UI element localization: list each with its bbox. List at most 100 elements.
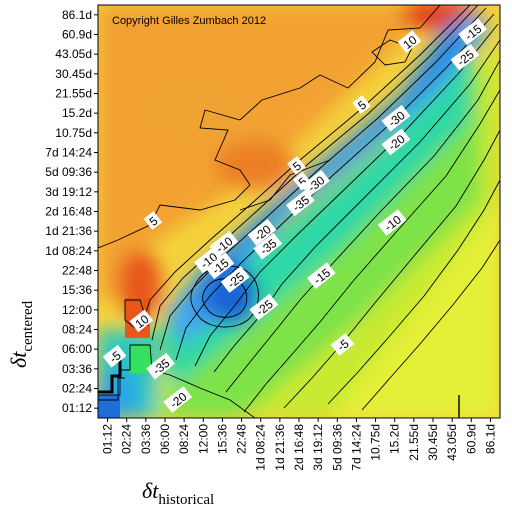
contour-line: [175, 13, 495, 361]
contour-line: [327, 179, 500, 405]
contour-line: [283, 129, 500, 409]
contour-label-bg: [205, 252, 235, 280]
x-tick-label: 1d 21:36: [273, 424, 287, 471]
contour-label: 5: [352, 95, 371, 114]
contour-line: [139, 5, 471, 331]
x-axis-title: δthistorical: [142, 478, 214, 508]
y-tick-label: 15.2d: [62, 106, 92, 120]
x-tick-label: 10.75d: [369, 424, 383, 461]
x-tick-label: 5d 09:36: [330, 424, 344, 471]
contour-label-bg: [450, 43, 480, 71]
y-tick-label: 3d 19:12: [45, 185, 92, 199]
y-tick-label: 06:00: [62, 342, 92, 356]
contour-line: [98, 377, 125, 401]
contour-line: [194, 23, 499, 367]
contour-line: [239, 159, 331, 211]
contour-label: 5: [143, 211, 163, 230]
x-tick-label: 03:36: [139, 424, 153, 454]
x-tick-label: 30.45d: [426, 424, 440, 461]
plot-area: [98, 5, 500, 418]
y-tick-label: 43.05d: [55, 47, 92, 61]
x-tick-label: 1d 08:24: [254, 424, 268, 471]
y-tick-label: 7d 14:24: [45, 146, 92, 160]
contour-label-bg: [397, 30, 422, 53]
contour-label-bg: [194, 246, 223, 274]
y-tick-label: 30.45d: [55, 67, 92, 81]
contour-label: 10: [129, 309, 154, 333]
x-tick-label: 86.1d: [483, 424, 497, 454]
contour-line: [98, 5, 441, 249]
y-tick-label: 21.55d: [55, 87, 92, 101]
x-tick-label: 15.2d: [388, 424, 402, 454]
x-tick-label: 3d 19:12: [311, 424, 325, 471]
y-tick-label: 22:48: [62, 264, 92, 278]
contour-label-bg: [249, 293, 279, 321]
x-tick-label: 22:48: [235, 424, 249, 454]
contour-line: [361, 239, 500, 411]
contour-label-bg: [146, 352, 175, 380]
contour-label-bg: [381, 128, 411, 156]
y-tick-label: 03:36: [62, 362, 92, 376]
contour-line: [213, 39, 500, 373]
y-tick-label: 12:00: [62, 303, 92, 317]
contour-label: 5: [287, 156, 306, 175]
x-tick-label: 21.55d: [407, 424, 421, 461]
y-tick-label: 1d 08:24: [45, 244, 92, 258]
x-tick-label: 06:00: [158, 424, 172, 454]
step-markers: [98, 360, 122, 394]
contour-lines: [98, 5, 500, 418]
contour-label-bg: [220, 266, 250, 293]
contour-label: 10: [397, 30, 422, 53]
x-tick-label: 08:24: [177, 424, 191, 454]
contour-line: [151, 5, 479, 341]
x-tick-label: 43.05d: [445, 424, 459, 461]
y-tick-label: 5d 09:36: [45, 165, 92, 179]
x-axis-title-sub: historical: [158, 492, 214, 508]
contour-label-bg: [247, 218, 277, 246]
x-tick-label: 2d 16:48: [292, 424, 306, 471]
x-tick-label: 01:12: [101, 424, 115, 454]
svg-text:δtcentered: δtcentered: [6, 300, 36, 368]
copyright-text: Copyright Gilles Zumbach 2012: [112, 15, 266, 27]
contour-label-bg: [129, 309, 154, 333]
x-tick-label: 7d 14:24: [349, 424, 363, 471]
y-tick-label: 10.75d: [55, 126, 92, 140]
y-tick-label: 15:36: [62, 283, 92, 297]
contour-label-bg: [381, 104, 411, 132]
contour-line: [243, 89, 500, 413]
y-tick-label: 60.9d: [62, 28, 92, 42]
y-tick-label: 86.1d: [62, 8, 92, 22]
y-tick-label: 02:24: [62, 382, 92, 396]
x-axis-title-main: δt: [142, 478, 159, 503]
contour-line: [225, 59, 500, 393]
y-axis-title-main: δt: [6, 351, 31, 368]
x-tick-label: 02:24: [120, 424, 134, 454]
y-axis-title-sub: centered: [20, 300, 36, 351]
y-tick-label: 2d 16:48: [45, 205, 92, 219]
contour-line: [159, 7, 487, 351]
x-tick-label: 60.9d: [464, 424, 478, 454]
contour-label-bg: [287, 156, 306, 175]
y-axis-ticks: 01:12 02:24 03:36 06:00 08:24 12:00 15:36 22:48…: [45, 8, 98, 415]
y-axis-title: δtcentered: [6, 300, 36, 368]
contour-label-bg: [377, 209, 407, 236]
contour-label-bg: [253, 232, 283, 260]
contour-label-bg: [285, 189, 315, 217]
contour-label-bg: [330, 333, 355, 356]
x-tick-label: 12:00: [196, 424, 210, 454]
contour-label-bg: [352, 95, 371, 114]
contour-label-bg: [143, 211, 163, 230]
svg-text:δthistorical: δthistorical: [142, 478, 214, 508]
contour-label: -5: [102, 344, 127, 368]
step-line: [98, 360, 122, 394]
x-tick-label: 15:36: [215, 424, 229, 454]
contour-label: -5: [330, 333, 355, 356]
contour-line: [371, 39, 413, 66]
x-axis-ticks: 01:12 02:24 03:36 06:00 08:24 12:00 15:36 22:48…: [101, 418, 497, 471]
y-tick-label: 1d 21:36: [45, 224, 92, 238]
contour-label-bg: [306, 262, 336, 289]
y-tick-label: 08:24: [62, 323, 92, 337]
contour-label-bg: [163, 386, 193, 413]
